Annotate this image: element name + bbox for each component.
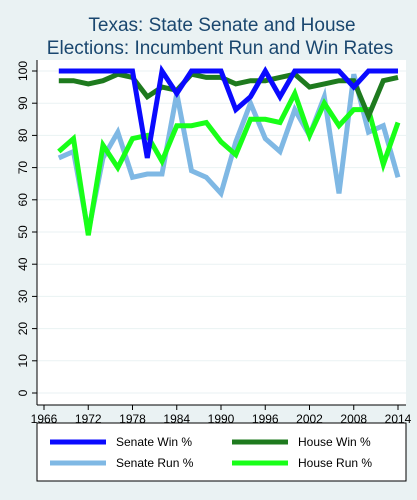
chart-title-line-2: Elections: Incumbent Run and Win Rates: [47, 38, 393, 59]
legend-label-house-run: House Run %: [298, 456, 372, 470]
y-tick-label-60: 60: [16, 193, 30, 207]
y-tick-label-50: 50: [16, 225, 30, 239]
chart-title-line-1: Texas: State Senate and House: [88, 15, 355, 36]
legend-label-house-win: House Win %: [298, 435, 371, 449]
legend-label-senate-run: Senate Run %: [116, 456, 194, 470]
legend-box: [36, 422, 407, 482]
series-line-house-run: [57, 87, 401, 236]
series-line-house-win: [58, 71, 399, 123]
y-tick-label-90: 90: [16, 96, 30, 110]
series-line-senate-run: [57, 73, 401, 233]
legend: Senate Win % House Win % Senate Run % House…: [36, 422, 407, 482]
series-lines: [57, 64, 401, 236]
y-tick-label-70: 70: [16, 161, 30, 175]
legend-label-senate-win: Senate Win %: [116, 435, 192, 449]
y-tick-label-40: 40: [16, 257, 30, 271]
y-tick-label-100: 100: [16, 61, 30, 81]
y-tick-label-80: 80: [16, 128, 30, 142]
y-tick-label-0: 0: [16, 389, 30, 396]
y-tick-label-20: 20: [16, 322, 30, 336]
y-axis-ticks: 0 10 20 30 40 50 60 70 80 90 100: [16, 61, 37, 396]
y-tick-label-10: 10: [16, 354, 30, 368]
series-line-senate-win: [58, 64, 398, 159]
y-tick-label-30: 30: [16, 289, 30, 303]
